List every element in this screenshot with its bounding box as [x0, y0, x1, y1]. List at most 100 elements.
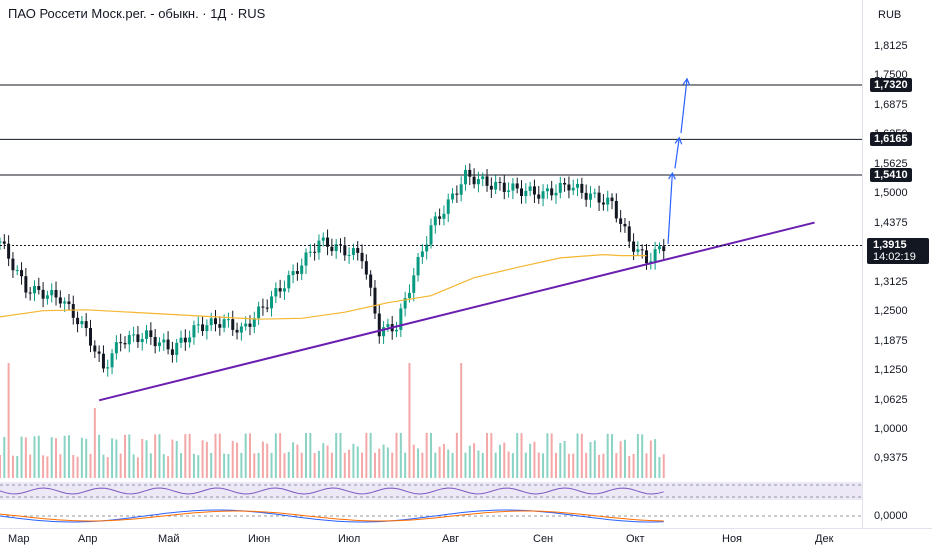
candle-body	[364, 261, 368, 275]
volume-bar	[373, 452, 376, 478]
volume-bar	[67, 435, 70, 478]
volume-bar	[93, 408, 96, 478]
volume-bar	[468, 445, 471, 478]
oscillator-zero-label: 0,0000	[874, 510, 908, 522]
candle-body	[395, 329, 399, 332]
volume-bar	[231, 440, 234, 478]
candle-body	[201, 324, 205, 332]
volume-bar	[576, 433, 579, 478]
volume-bar	[257, 452, 260, 478]
time-tick-label: Авг	[442, 533, 460, 545]
candle-body	[84, 321, 88, 329]
candle-body	[149, 330, 153, 338]
volume-bar	[227, 454, 230, 478]
volume-bar	[248, 433, 251, 478]
volume-bar	[279, 433, 282, 478]
candle-body	[308, 251, 312, 253]
oscillator-panes	[0, 482, 862, 523]
volume-bar	[158, 434, 161, 478]
volume-bar	[197, 455, 200, 478]
candle-body	[481, 176, 485, 180]
candle-body	[50, 289, 54, 296]
volume-bar	[447, 449, 450, 478]
volume-bar	[42, 455, 45, 478]
volume-bar	[123, 434, 126, 478]
volume-bar	[0, 455, 1, 478]
candle-body	[636, 249, 640, 252]
candle-body	[567, 184, 571, 191]
volume-bar	[76, 456, 79, 478]
volume-bar	[184, 434, 187, 478]
time-tick-label: Окт	[626, 533, 645, 545]
candle-body	[287, 275, 291, 289]
horizontal-levels	[0, 84, 862, 176]
candle-body	[89, 328, 93, 346]
volume-bar	[313, 453, 316, 478]
candle-body	[317, 240, 321, 253]
candle-body	[222, 319, 226, 328]
volume-bar	[98, 434, 101, 478]
volume-bar	[585, 452, 588, 478]
volume-bar	[85, 438, 88, 478]
volume-bar	[20, 436, 23, 478]
volume-bar	[149, 453, 152, 478]
candle-body	[485, 176, 489, 186]
volume-bar	[141, 438, 144, 478]
candle-body	[416, 257, 420, 276]
volume-bar	[33, 436, 36, 478]
volume-bar	[619, 441, 622, 478]
volume-bar	[3, 436, 6, 478]
price-tick-label: 1,5000	[874, 187, 908, 200]
candle-body	[20, 270, 24, 277]
candle-body	[162, 339, 166, 343]
volume-bar	[628, 455, 631, 478]
volume-bar	[421, 452, 424, 478]
candle-body	[188, 337, 192, 343]
volume-bar	[16, 456, 19, 478]
bar-countdown: 14:02:19	[873, 251, 916, 263]
candle-body	[132, 334, 136, 336]
candle-body	[442, 213, 446, 219]
volume-bar	[365, 432, 368, 478]
volume-bar	[50, 437, 53, 478]
volume-bar	[645, 453, 648, 478]
volume-bar	[442, 443, 445, 478]
candle-body	[170, 349, 174, 355]
time-axis[interactable]	[0, 528, 932, 551]
candle-body	[252, 318, 256, 327]
candle-body	[455, 193, 459, 195]
candle-body	[127, 335, 131, 345]
candle-body	[54, 289, 58, 298]
candle-body	[179, 337, 183, 343]
volume-bar	[662, 454, 665, 478]
volume-bar	[210, 452, 213, 478]
volume-bar	[404, 452, 407, 478]
candle-body	[412, 275, 416, 293]
price-tick-label: 0,9375	[874, 452, 908, 465]
time-tick-label: Июн	[248, 533, 271, 545]
candle-body	[356, 248, 360, 253]
candle-body	[511, 183, 515, 191]
volume-bar	[425, 432, 428, 478]
volume-bar	[554, 452, 557, 478]
moving-average-line	[0, 253, 647, 320]
trendline-path	[98, 221, 815, 402]
time-tick-label: Мар	[8, 533, 30, 545]
volume-bar	[542, 453, 545, 478]
volume-bar	[611, 434, 614, 478]
volume-bar	[201, 440, 204, 478]
candle-body	[338, 244, 342, 246]
candle-body	[330, 246, 334, 252]
volume-bar	[460, 363, 463, 478]
volume-bar	[352, 443, 355, 478]
volume-bar	[498, 444, 501, 478]
volume-bar	[154, 434, 157, 478]
candle-body	[420, 251, 424, 258]
volume-bar	[111, 438, 114, 478]
candle-body	[7, 243, 11, 259]
candle-body	[291, 271, 295, 276]
candle-body	[45, 295, 49, 299]
candle-body	[58, 297, 62, 304]
candle-body	[37, 286, 41, 290]
